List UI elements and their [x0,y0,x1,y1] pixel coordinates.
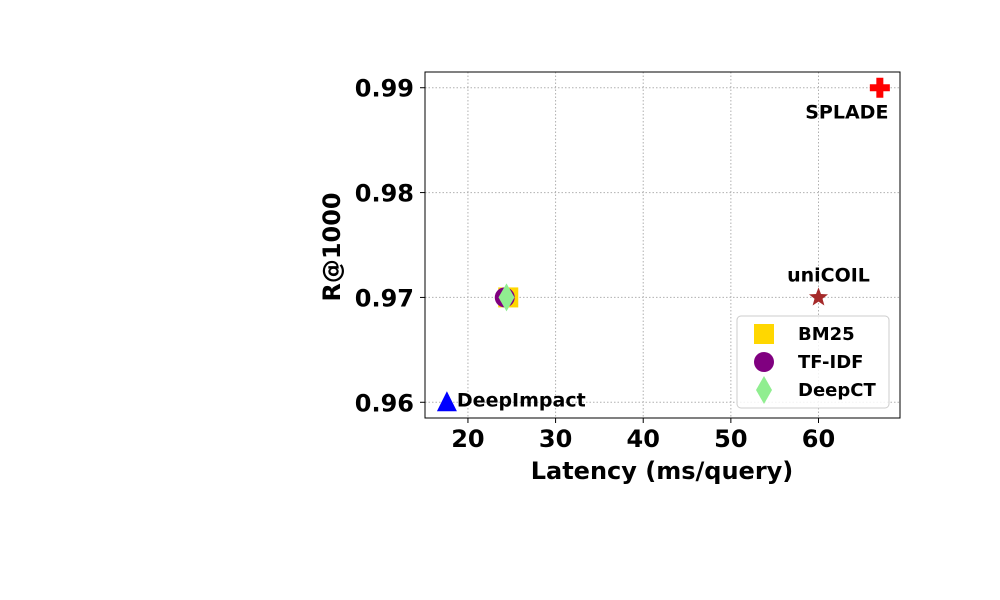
point-unicoil-marker [808,287,829,306]
point-labels: DeepImpact uniCOIL SPLADE [457,102,889,412]
axis-ticks: 20 30 40 50 60 0.96 0.97 0.98 0.99 [355,75,835,453]
y-tick-label: 0.97 [355,284,414,312]
x-tick-label: 40 [627,425,660,453]
x-axis-label: Latency (ms/query) [531,457,794,485]
legend-marker-tf-idf [754,352,774,372]
x-tick-label: 30 [539,425,572,453]
legend-box [736,315,890,409]
legend-label-deepct: DeepCT [798,380,876,401]
data-points [436,77,890,412]
y-tick-label: 0.96 [355,389,414,417]
point-deepimpact-marker [436,391,457,412]
point-deepct-marker [498,283,515,312]
legend-marker-bm25 [754,324,774,344]
x-tick-label: 60 [802,425,835,453]
legend-label-tf-idf: TF-IDF [798,352,863,373]
x-tick-label: 50 [714,425,747,453]
legend-label-bm25: BM25 [798,324,855,345]
plot-frame [424,71,901,419]
x-tick-label: 20 [451,425,484,453]
y-tick-label: 0.99 [355,75,414,103]
legend-marker-deepct [756,376,772,404]
point-label-splade: SPLADE [805,102,888,124]
point-label-deepimpact: DeepImpact [457,389,586,411]
y-tick-label: 0.98 [355,180,414,208]
point-splade-marker [869,77,890,98]
legend: BM25 TF-IDF DeepCT [736,315,890,409]
y-axis-label: R@1000 [318,192,346,301]
point-label-unicoil: uniCOIL [787,264,870,286]
